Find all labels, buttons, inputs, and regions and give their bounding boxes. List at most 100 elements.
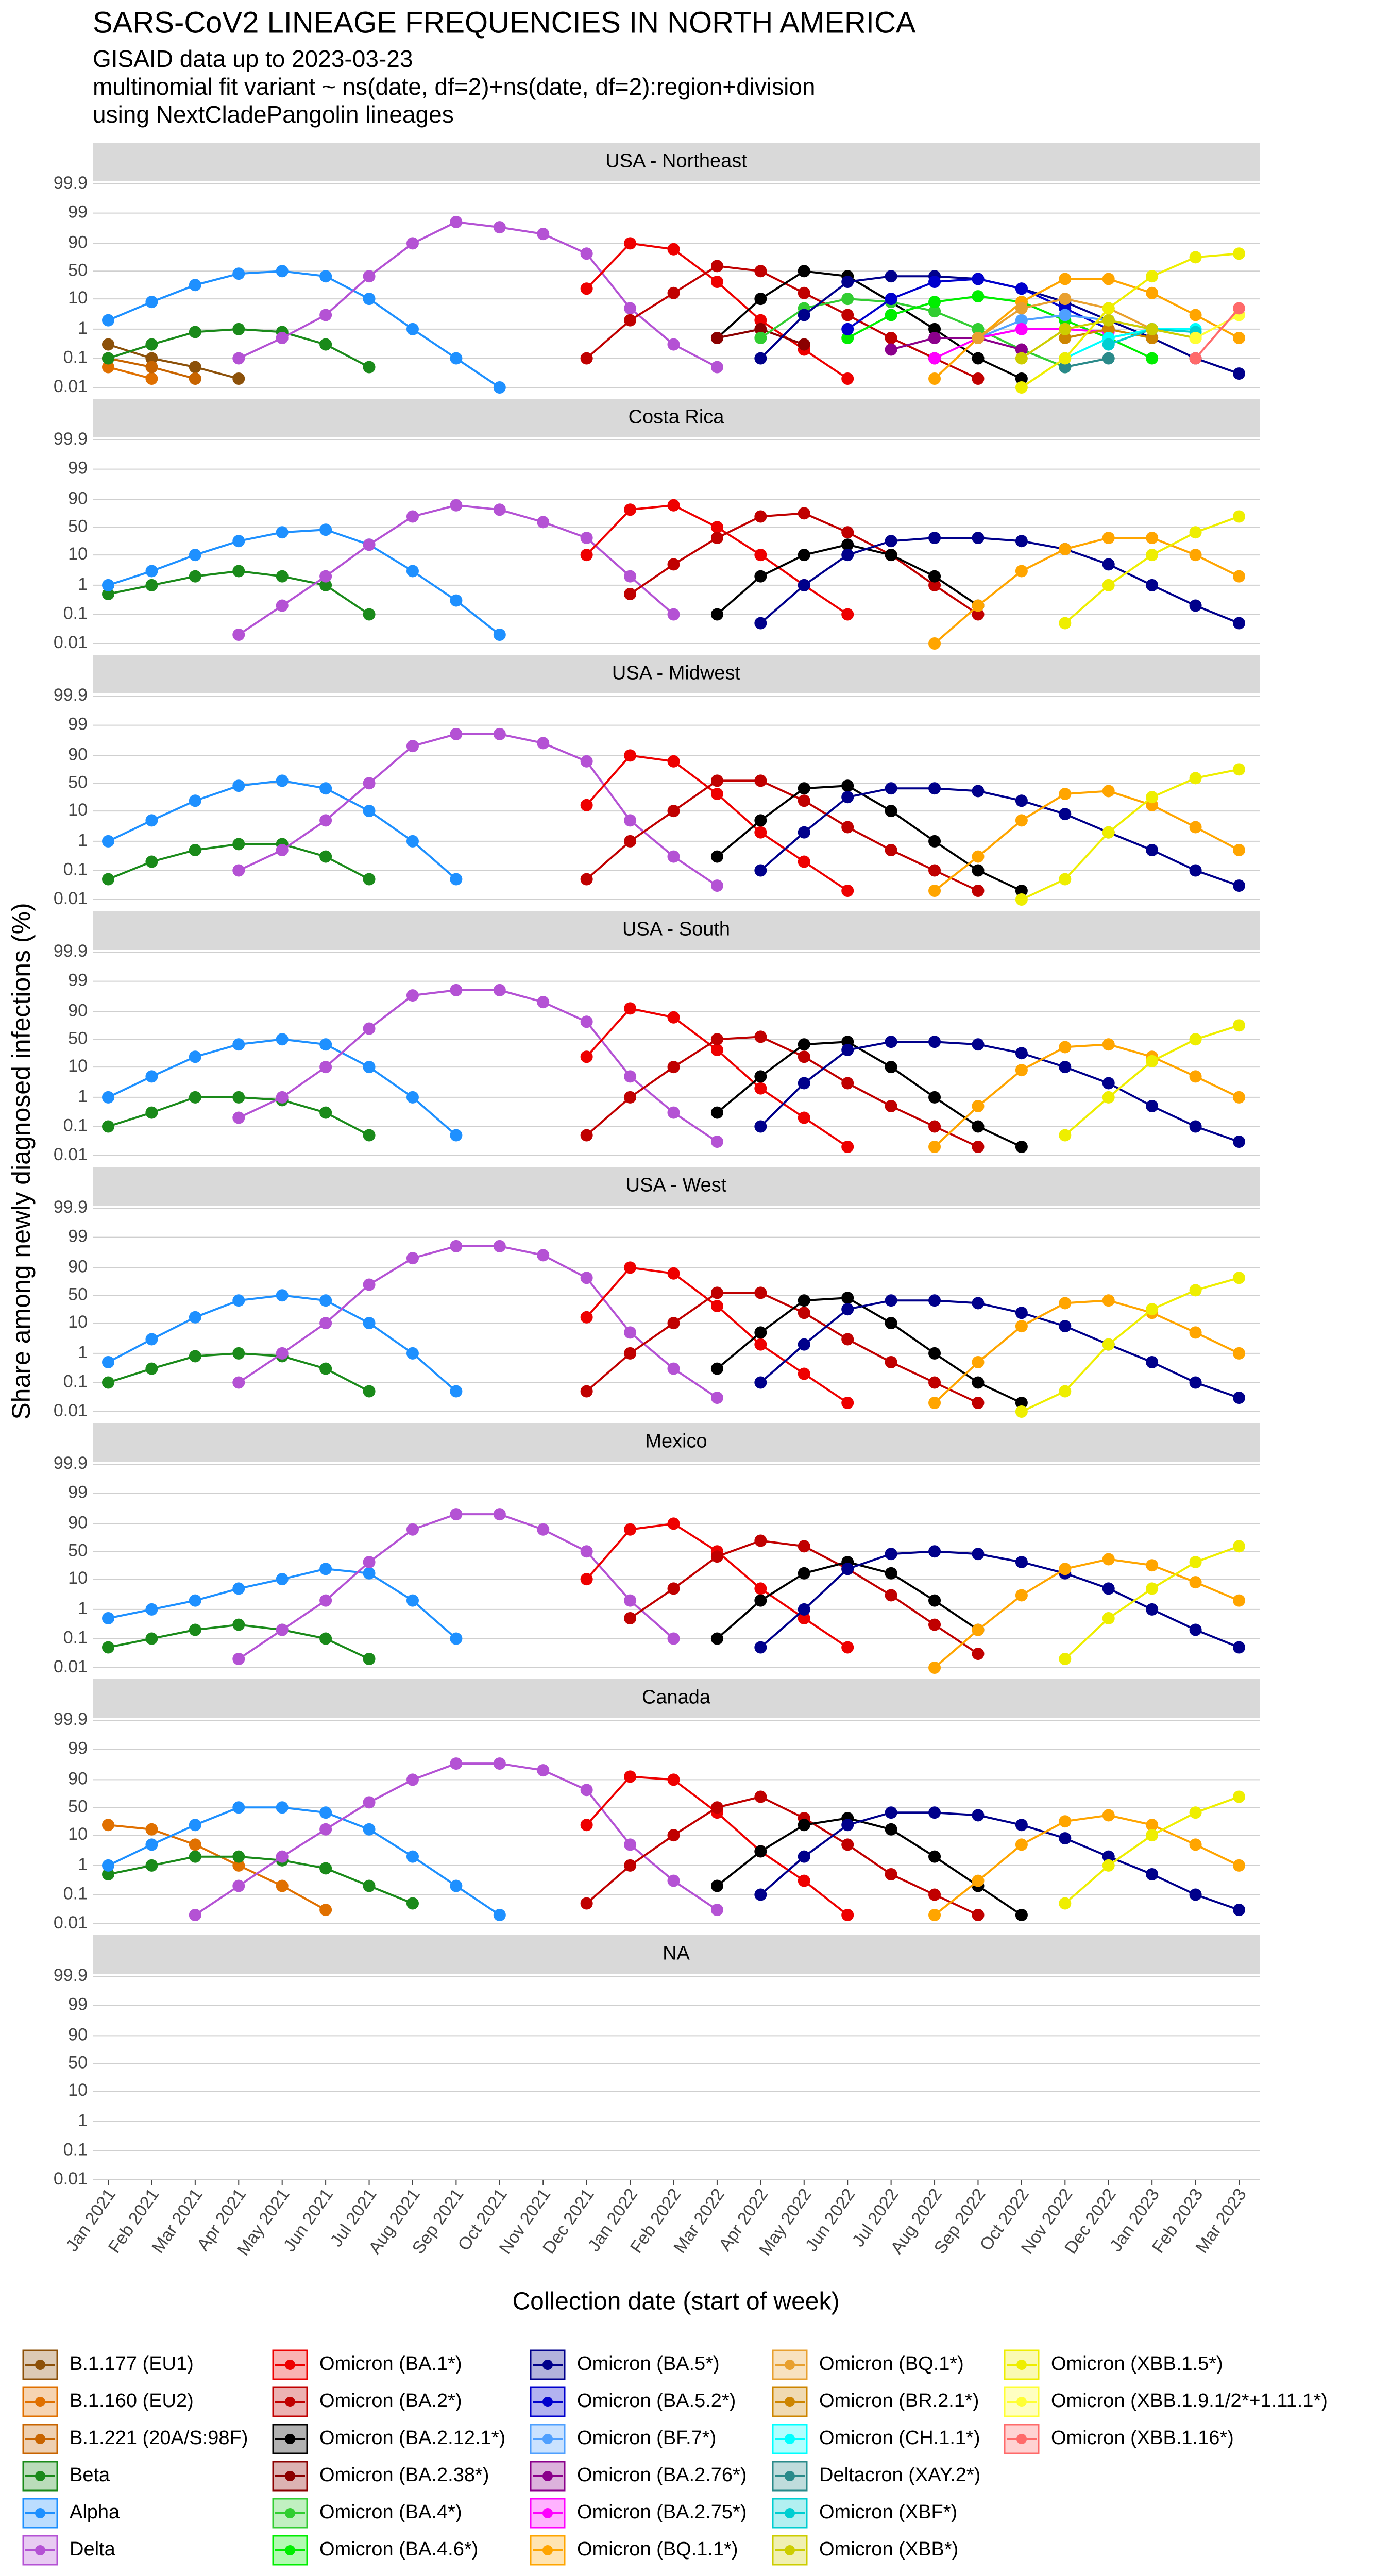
data-point: [841, 608, 854, 621]
data-point: [406, 740, 419, 753]
data-point: [841, 293, 854, 306]
data-point: [1102, 323, 1115, 335]
data-point: [841, 1397, 854, 1410]
data-point: [580, 755, 593, 768]
data-point: [754, 814, 767, 827]
data-point: [580, 873, 593, 886]
data-point: [1015, 1307, 1028, 1319]
data-point: [145, 855, 158, 868]
data-point: [319, 850, 332, 863]
legend-key-dot: [285, 2471, 295, 2481]
y-tick-label: 90: [68, 1513, 88, 1532]
data-point: [972, 1874, 985, 1887]
data-point: [841, 1641, 854, 1654]
data-point: [667, 1317, 680, 1330]
data-point: [1146, 1829, 1159, 1842]
data-point: [276, 265, 289, 278]
data-point: [406, 989, 419, 1002]
data-point: [798, 855, 810, 868]
data-point: [319, 1563, 332, 1575]
data-point: [1059, 808, 1072, 821]
data-point: [754, 1845, 767, 1858]
data-point: [1189, 1838, 1202, 1851]
data-point: [710, 1300, 723, 1313]
data-point: [1015, 794, 1028, 807]
data-point: [319, 1106, 332, 1119]
data-point: [624, 1070, 637, 1083]
data-point: [928, 782, 941, 795]
data-point: [928, 352, 941, 365]
data-point: [406, 510, 419, 523]
data-point: [580, 282, 593, 295]
y-tick-label: 90: [68, 1257, 88, 1276]
data-point: [972, 372, 985, 385]
data-point: [232, 1091, 245, 1104]
data-point: [1102, 302, 1115, 315]
data-point: [841, 779, 854, 792]
data-point: [232, 1038, 245, 1051]
data-point: [972, 1648, 985, 1660]
data-point: [1059, 788, 1072, 801]
fit-line: [934, 1558, 1240, 1669]
data-point: [363, 361, 376, 374]
data-point: [493, 1909, 506, 1922]
data-point: [145, 372, 158, 385]
data-point: [754, 570, 767, 583]
y-tick-label: 90: [68, 232, 88, 252]
data-point: [1233, 1540, 1245, 1553]
data-point: [319, 1038, 332, 1051]
data-point: [537, 1249, 550, 1262]
data-point: [885, 1317, 897, 1330]
data-point: [189, 361, 201, 374]
y-tick-label: 99: [68, 1227, 88, 1246]
data-point: [885, 844, 897, 857]
data-point: [972, 1376, 985, 1389]
data-point: [1015, 1909, 1028, 1922]
data-point: [145, 1823, 158, 1836]
data-point: [928, 1091, 941, 1104]
data-point: [276, 1289, 289, 1302]
data-point: [580, 799, 593, 811]
data-point: [667, 1582, 680, 1595]
data-point: [754, 1888, 767, 1901]
data-point: [710, 1106, 723, 1119]
legend-label: Beta: [70, 2464, 110, 2486]
data-point: [885, 332, 897, 345]
data-point: [276, 1850, 289, 1863]
data-point: [1102, 1338, 1115, 1351]
data-point: [798, 1038, 810, 1051]
data-point: [450, 1129, 463, 1142]
y-tick-label: 0.1: [63, 860, 88, 879]
data-point: [319, 270, 332, 283]
data-point: [928, 864, 941, 877]
data-point: [841, 549, 854, 562]
fit-line: [1195, 308, 1240, 359]
data-point: [232, 1653, 245, 1666]
data-point: [754, 1338, 767, 1351]
data-point: [1015, 814, 1028, 827]
data-point: [1059, 1385, 1072, 1398]
data-point: [624, 1261, 637, 1274]
data-point: [798, 1307, 810, 1319]
data-point: [493, 727, 506, 740]
data-point: [667, 243, 680, 256]
data-point: [1146, 286, 1159, 299]
data-point: [841, 1819, 854, 1832]
data-point: [885, 549, 897, 562]
data-point: [189, 570, 201, 583]
data-point: [798, 549, 810, 562]
data-point: [710, 532, 723, 545]
y-tick-label: 0.01: [54, 889, 88, 908]
data-point: [667, 1773, 680, 1786]
data-point: [1015, 1819, 1028, 1832]
data-point: [624, 588, 637, 601]
data-point: [232, 838, 245, 851]
data-point: [102, 314, 114, 327]
data-point: [363, 873, 376, 886]
strip: [93, 399, 1260, 437]
data-point: [1015, 1320, 1028, 1333]
data-point: [189, 1623, 201, 1636]
data-point: [1189, 352, 1202, 365]
data-point: [841, 526, 854, 539]
